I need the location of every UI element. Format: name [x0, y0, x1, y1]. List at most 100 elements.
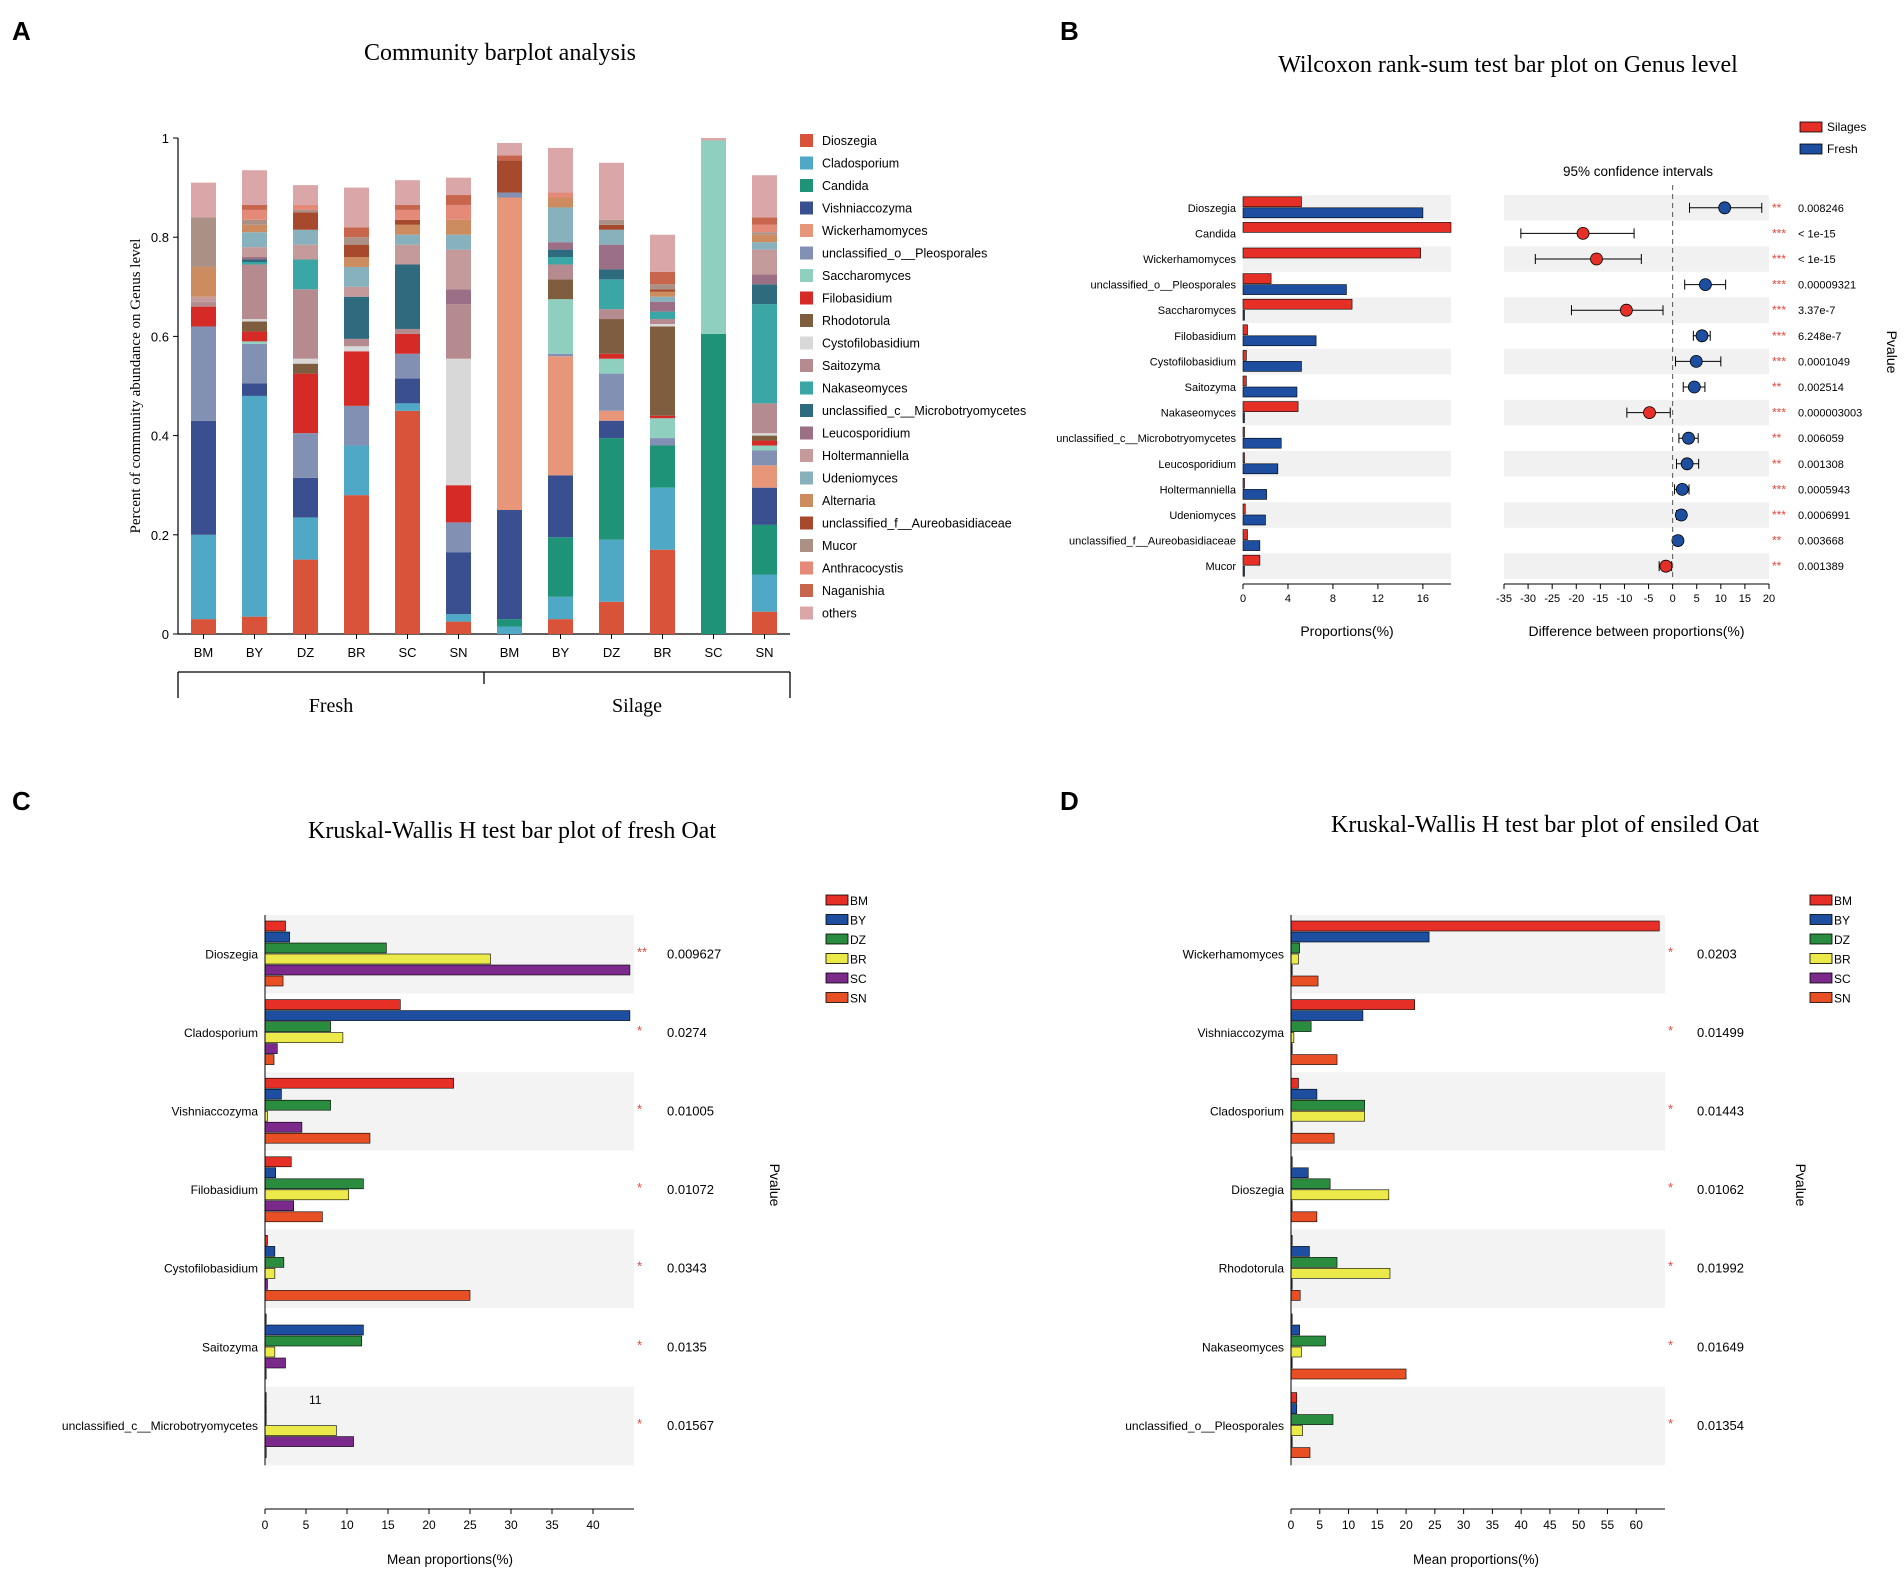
legend-label: SC: [850, 972, 867, 986]
p-value: 0.008246: [1798, 203, 1844, 215]
diff-point: [1576, 226, 1590, 240]
stack-segment: [344, 286, 369, 297]
legend-label: Saitozyma: [822, 359, 880, 373]
p-value: 0.0274: [667, 1025, 707, 1040]
legend-swatch: [800, 426, 813, 440]
stack-segment: [446, 177, 471, 196]
x-tick-label: BM: [500, 645, 520, 660]
stack-segment: [293, 477, 318, 518]
legend-label: Holtermanniella: [822, 449, 909, 463]
stack-segment: [752, 445, 777, 451]
p-value: 0.0203: [1697, 946, 1737, 961]
significance-stars: **: [1772, 534, 1782, 548]
genus-label: Dioszegia: [205, 947, 258, 961]
stack-segment: [548, 264, 573, 280]
stack-segment: [497, 619, 522, 627]
significance-stars: **: [1772, 431, 1782, 445]
x-tick-label: BY: [246, 645, 264, 660]
legend-swatch: [800, 291, 813, 305]
p-value: 0.0001049: [1798, 356, 1850, 368]
x-tick-label: 12: [1372, 593, 1384, 605]
genus-label: Saitozyma: [202, 1340, 258, 1354]
stack-segment: [395, 378, 420, 404]
bar-br: [264, 953, 491, 965]
stack-segment: [650, 311, 675, 320]
bar-dz: [1290, 1257, 1338, 1268]
stack-segment: [395, 333, 420, 354]
stack-segment: [293, 212, 318, 230]
stack-segment: [752, 611, 777, 634]
stack-segment: [497, 160, 522, 193]
stack-segment: [548, 192, 573, 198]
bar-dz: [1290, 1335, 1326, 1347]
stack-segment: [293, 517, 318, 560]
x-tick-label: 20: [1763, 593, 1775, 605]
stack-segment: [650, 301, 675, 312]
diff-point: [1675, 482, 1689, 496]
bar-by: [1290, 1246, 1310, 1257]
stack-segment: [446, 289, 471, 305]
bar-fresh: [1242, 386, 1298, 398]
p-value: 0.01567: [667, 1418, 714, 1433]
bar-by: [264, 1324, 364, 1336]
diff-point: [1643, 406, 1656, 420]
stack-segment: [344, 227, 369, 238]
legend-label: BM: [1834, 894, 1852, 908]
stack-segment: [242, 331, 267, 342]
bar-sn: [264, 975, 284, 987]
genus-label: Vishniaccozyma: [1198, 1026, 1285, 1040]
significance-stars: ***: [1772, 278, 1786, 292]
legend-swatch: [800, 246, 813, 260]
stack-segment: [752, 440, 777, 446]
bar-dz: [264, 1178, 364, 1190]
legend-swatch: [800, 156, 813, 170]
stack-segment: [191, 296, 216, 302]
x-axis-label: Mean proportions(%): [1413, 1552, 1539, 1567]
p-value: 3.37e-7: [1798, 305, 1835, 317]
stack-segment: [650, 324, 675, 327]
legend-label: Rhodotorula: [822, 314, 890, 328]
p-value: 0.0005943: [1798, 484, 1850, 496]
bar-sn: [264, 1132, 371, 1144]
p-value: 0.00009321: [1798, 280, 1856, 292]
legend-swatch: [800, 539, 813, 552]
bar-br: [1290, 1346, 1302, 1358]
legend-swatch: [800, 201, 813, 215]
stack-segment: [446, 614, 471, 622]
stack-segment: [599, 410, 624, 421]
stack-segment: [650, 291, 675, 297]
stack-segment: [395, 234, 420, 245]
stack-segment: [650, 289, 675, 292]
bar-sc: [264, 1121, 303, 1133]
bar-silages: [1242, 196, 1302, 208]
p-value: 0.0006991: [1798, 510, 1850, 522]
bar-fresh: [1242, 463, 1279, 475]
stack-segment: [446, 219, 471, 235]
diff-point: [1671, 534, 1685, 547]
genus-label: Wickerhamomyces: [1183, 947, 1284, 961]
stack-segment: [599, 279, 624, 310]
stack-segment: [191, 182, 216, 218]
bar-dz: [1290, 1021, 1312, 1032]
stack-segment: [293, 559, 318, 634]
genus-label: unclassified_f__Aureobasidiaceae: [1069, 536, 1236, 548]
significance-stars: ***: [1772, 226, 1786, 240]
stack-segment: [548, 147, 573, 193]
stack-segment: [752, 249, 777, 275]
bar-dz: [264, 1099, 331, 1111]
stack-segment: [548, 279, 573, 300]
stack-segment: [242, 321, 267, 332]
stack-segment: [599, 162, 624, 220]
legend-label: Candida: [822, 179, 869, 193]
stack-segment: [599, 224, 624, 230]
x-tick-label: 30: [504, 1518, 518, 1532]
stack-segment: [752, 242, 777, 250]
x-tick-label: SN: [449, 645, 467, 660]
stack-segment: [752, 433, 777, 436]
stack-segment: [242, 209, 267, 220]
stack-segment: [548, 537, 573, 597]
bar-sc: [264, 1043, 278, 1054]
bar-fresh: [1242, 284, 1347, 295]
legend-swatch: [800, 179, 813, 192]
x-tick-label: DZ: [603, 645, 620, 660]
